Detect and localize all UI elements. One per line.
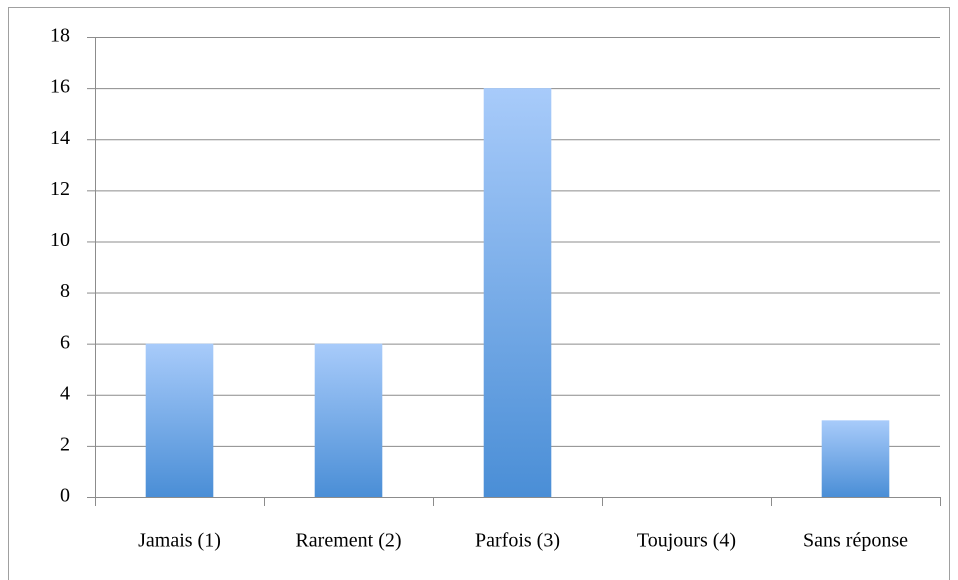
bar bbox=[483, 88, 552, 497]
y-tick-label: 6 bbox=[60, 331, 70, 353]
y-tick-label: 2 bbox=[60, 433, 70, 455]
chart-frame bbox=[8, 7, 950, 580]
x-tick-label: Toujours (4) bbox=[637, 530, 736, 552]
x-tick-label: Parfois (3) bbox=[475, 530, 560, 552]
y-tick-label: 4 bbox=[60, 382, 70, 404]
y-tick-label: 8 bbox=[60, 280, 70, 302]
x-tick-label: Sans réponse bbox=[803, 530, 908, 552]
x-tick-label: Jamais (1) bbox=[138, 530, 221, 552]
x-tick-label: Rarement (2) bbox=[295, 530, 401, 552]
y-tick-label: 0 bbox=[60, 485, 70, 507]
bar bbox=[821, 420, 890, 497]
y-tick-label: 10 bbox=[50, 229, 70, 251]
y-tick-label: 14 bbox=[50, 127, 70, 149]
bar bbox=[145, 343, 214, 497]
y-tick-label: 18 bbox=[50, 25, 70, 47]
bar bbox=[314, 343, 383, 497]
y-tick-label: 16 bbox=[50, 76, 70, 98]
y-tick-label: 12 bbox=[50, 178, 70, 200]
